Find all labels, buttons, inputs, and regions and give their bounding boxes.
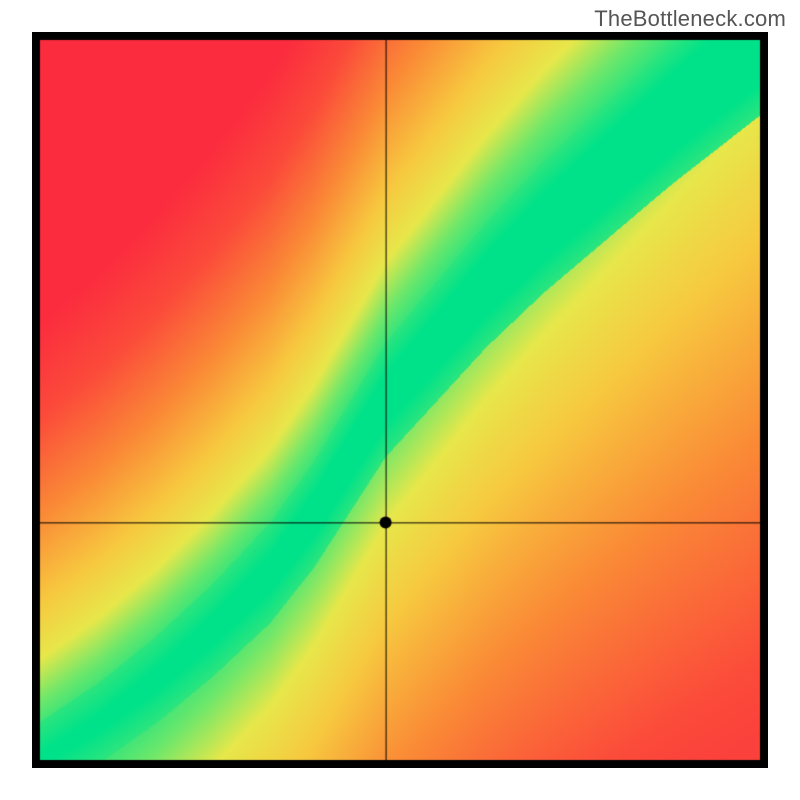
- bottleneck-heatmap-container: TheBottleneck.com: [0, 0, 800, 800]
- watermark-text: TheBottleneck.com: [594, 6, 786, 32]
- heatmap-canvas: [32, 32, 768, 768]
- heatmap-plot-area: [32, 32, 768, 768]
